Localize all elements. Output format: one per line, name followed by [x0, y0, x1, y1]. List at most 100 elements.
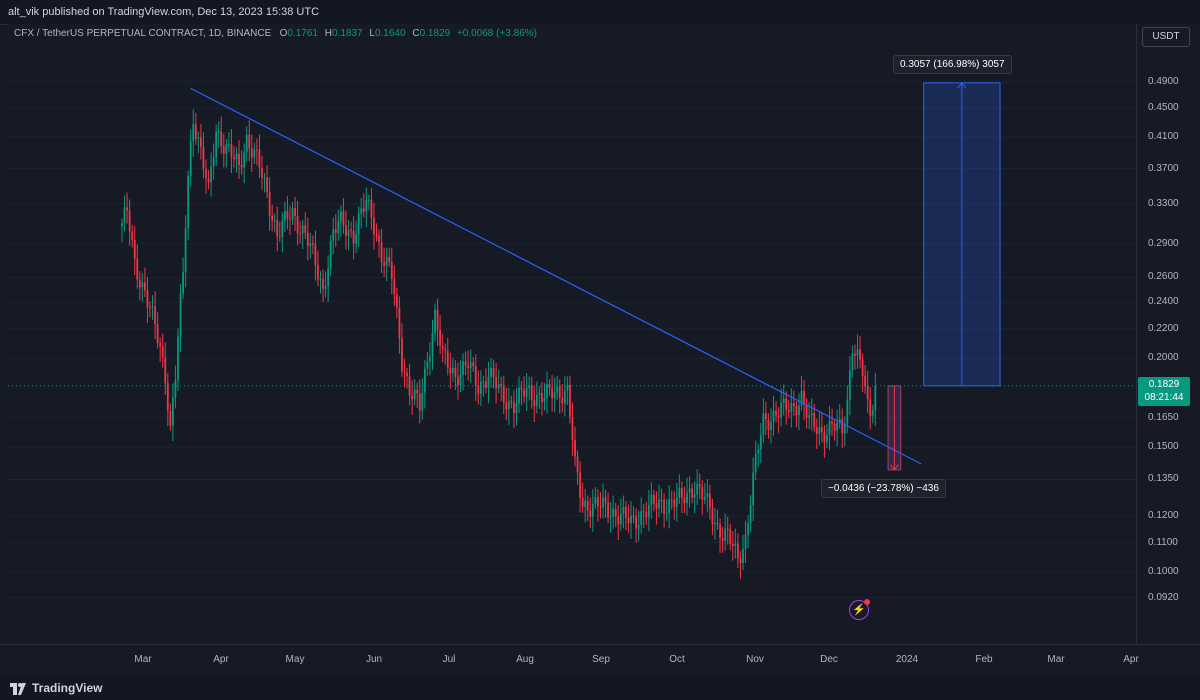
time-tick-label: May — [285, 654, 305, 665]
footer-bar: TradingView — [0, 676, 1200, 700]
lightning-icon[interactable]: ⚡ — [849, 599, 870, 620]
candle-body — [543, 397, 546, 403]
candle-body — [678, 488, 681, 498]
candle-body — [861, 359, 864, 377]
close-label: C — [412, 28, 420, 39]
candle-body — [385, 256, 388, 266]
candle-body — [151, 306, 154, 308]
candle-body — [502, 386, 505, 403]
candle-body — [736, 543, 739, 559]
candle-body — [586, 500, 589, 511]
candle-body — [459, 374, 462, 386]
candle-body — [373, 217, 375, 235]
candle-body — [289, 218, 291, 220]
candle-body — [360, 208, 363, 214]
candle-body — [630, 515, 632, 524]
candle-body — [622, 506, 625, 514]
candle-body — [169, 410, 172, 426]
candle-body — [576, 456, 579, 473]
price-tick-label: 0.1650 — [1148, 411, 1179, 423]
open-label: O — [279, 28, 288, 39]
candle-body — [268, 192, 271, 216]
candle-body — [144, 282, 146, 291]
candle-body — [803, 390, 805, 405]
candle-body — [388, 256, 391, 263]
candle-body — [591, 503, 594, 517]
candle-body — [283, 210, 286, 221]
candle-body — [647, 505, 650, 518]
candle-body — [324, 286, 327, 289]
candle-body — [245, 134, 248, 153]
candle-body — [856, 349, 859, 356]
candle-body — [541, 392, 543, 403]
candle-body — [581, 497, 584, 508]
candle-body — [777, 415, 780, 418]
candle-body — [182, 272, 184, 294]
candle-body — [686, 492, 688, 504]
candle-body — [253, 149, 256, 158]
candle-body — [205, 168, 207, 178]
candle-body — [533, 399, 536, 407]
candle-body — [535, 395, 538, 407]
chart-pane[interactable] — [8, 24, 1136, 644]
currency-button[interactable]: USDT — [1142, 27, 1190, 47]
candle-body — [177, 336, 179, 380]
candle-body — [823, 431, 826, 443]
candle-body — [658, 499, 660, 509]
candle-body — [154, 306, 156, 325]
candle-body — [441, 346, 444, 349]
time-tick-label: Sep — [592, 654, 610, 665]
candle-body — [820, 426, 823, 432]
candle-body — [436, 309, 439, 330]
candle-body — [136, 259, 139, 280]
candle-body — [451, 367, 454, 373]
candle-body — [752, 472, 755, 506]
candle-body — [314, 244, 317, 265]
candle-body — [833, 423, 836, 431]
candle-body — [859, 349, 861, 360]
candle-body — [472, 362, 475, 366]
candle-body — [352, 230, 355, 244]
candle-body — [660, 499, 663, 501]
open-value: 0.1761 — [287, 28, 318, 39]
candle-body — [739, 558, 742, 564]
candle-body — [266, 177, 268, 193]
time-tick-label: 2024 — [895, 654, 919, 665]
candle-body — [383, 262, 386, 266]
candle-body — [584, 500, 587, 508]
price-axis[interactable] — [1136, 24, 1200, 644]
candle-body — [199, 137, 202, 148]
candle-body — [317, 264, 319, 280]
candle-body — [683, 497, 686, 504]
candle-body — [708, 493, 711, 509]
candle-body — [240, 164, 243, 168]
candle-body — [156, 324, 159, 343]
candle-body — [675, 497, 678, 507]
candle-body — [706, 493, 709, 498]
candle-body — [569, 384, 571, 417]
candle-body — [243, 152, 246, 168]
candle-body — [848, 370, 851, 400]
time-tick-label: Nov — [746, 654, 764, 665]
candle-body — [546, 384, 548, 398]
price-tick-label: 0.3300 — [1148, 197, 1179, 209]
candle-body — [222, 146, 225, 154]
candle-body — [698, 484, 701, 488]
candle-body — [485, 381, 487, 389]
candle-body — [650, 494, 653, 506]
candle-body — [714, 522, 716, 525]
time-axis[interactable] — [0, 644, 1200, 677]
price-tick-label: 0.1500 — [1148, 440, 1179, 452]
candle-body — [609, 516, 612, 518]
price-tick-label: 0.4900 — [1148, 76, 1179, 87]
candle-body — [607, 502, 609, 518]
high-value: 0.1837 — [332, 28, 363, 39]
candle-body — [131, 231, 134, 240]
long-measure-label: 0.3057 (166.98%) 3057 — [893, 55, 1012, 74]
candle-body — [439, 329, 442, 347]
candle-body — [250, 148, 253, 158]
candle-body — [635, 516, 637, 529]
candle-body — [759, 434, 762, 450]
candle-body — [625, 506, 627, 518]
candlestick-chart[interactable] — [8, 24, 1136, 644]
